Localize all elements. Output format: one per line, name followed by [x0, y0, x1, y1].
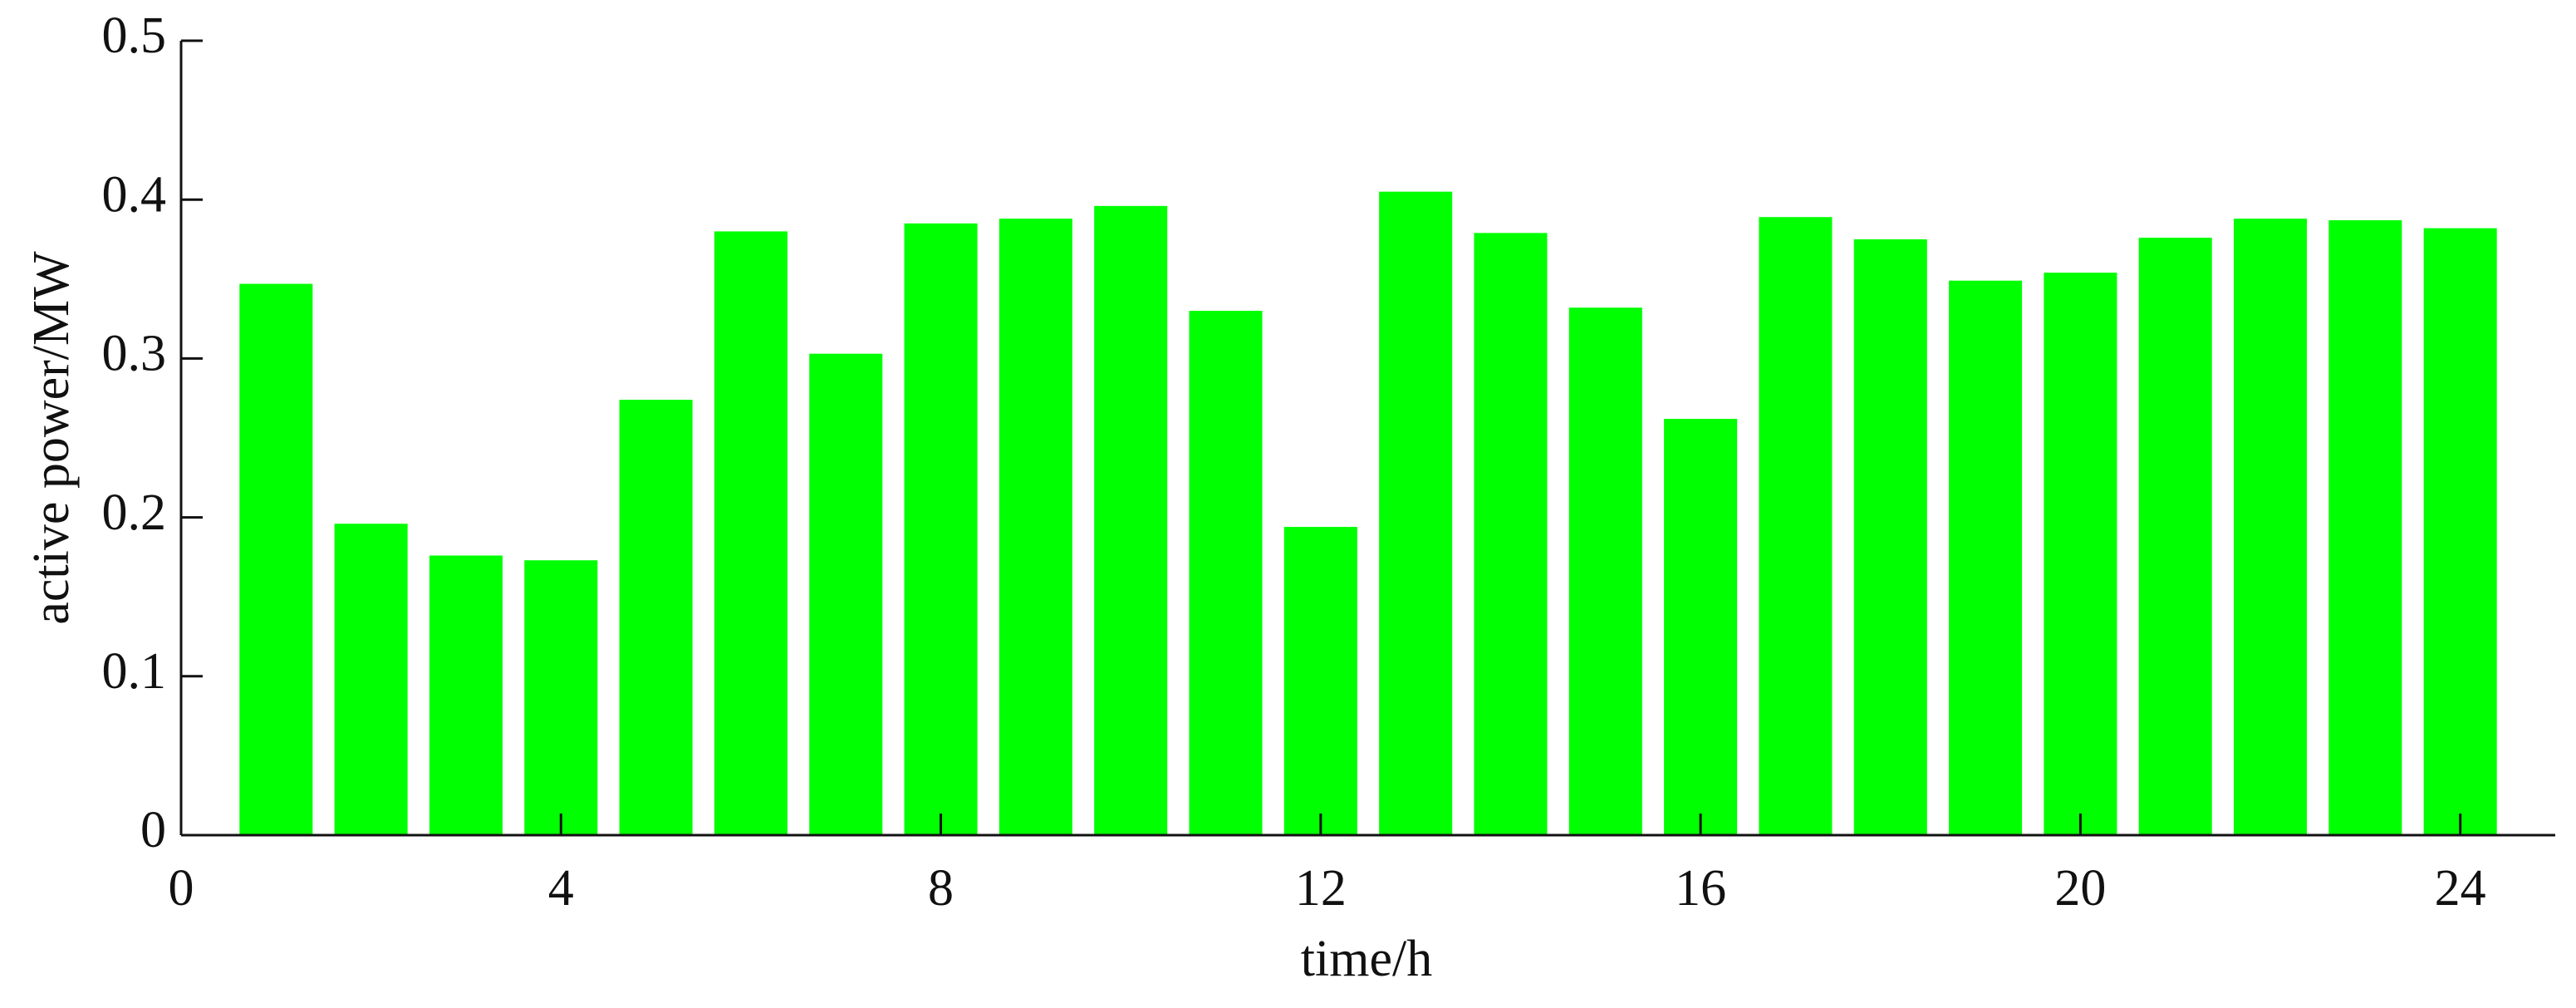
bar: [1568, 307, 1642, 835]
bar: [239, 283, 313, 835]
bar: [1474, 233, 1548, 835]
bar: [999, 219, 1072, 835]
x-tick-label: 4: [548, 860, 574, 917]
x-tick-label: 24: [2435, 860, 2486, 917]
x-tick-label: 12: [1295, 860, 1347, 917]
bar: [714, 231, 788, 835]
bar: [2423, 228, 2497, 836]
x-tick-label: 8: [928, 860, 954, 917]
bar: [2328, 220, 2402, 835]
y-tick-label: 0.5: [102, 7, 167, 64]
x-tick-label: 20: [2054, 860, 2106, 917]
y-tick-label: 0.1: [102, 643, 167, 700]
bar: [1853, 239, 1927, 835]
y-tick-label: 0.3: [102, 326, 167, 382]
bar: [2138, 238, 2212, 835]
bar: [1759, 217, 1833, 835]
x-tick-label: 16: [1675, 860, 1726, 917]
y-axis-title: active power/MW: [23, 251, 80, 625]
bar: [1664, 419, 1738, 835]
bar: [2234, 219, 2308, 835]
y-tick-label: 0.4: [102, 166, 167, 223]
x-tick-label: 0: [169, 860, 194, 917]
bar: [1094, 205, 1168, 835]
bar: [1379, 191, 1453, 835]
bar: [334, 524, 408, 835]
bar: [619, 400, 693, 835]
bar: [1283, 527, 1357, 835]
bar: [2044, 273, 2117, 836]
bar: [429, 555, 503, 835]
bar: [1189, 311, 1263, 835]
bar: [809, 353, 883, 835]
y-tick-label: 0: [140, 802, 166, 858]
bar: [904, 223, 978, 835]
y-tick-label: 0.2: [102, 484, 167, 541]
x-axis-title: time/h: [1301, 931, 1432, 987]
bar: [1949, 280, 2023, 835]
bar: [524, 560, 598, 835]
